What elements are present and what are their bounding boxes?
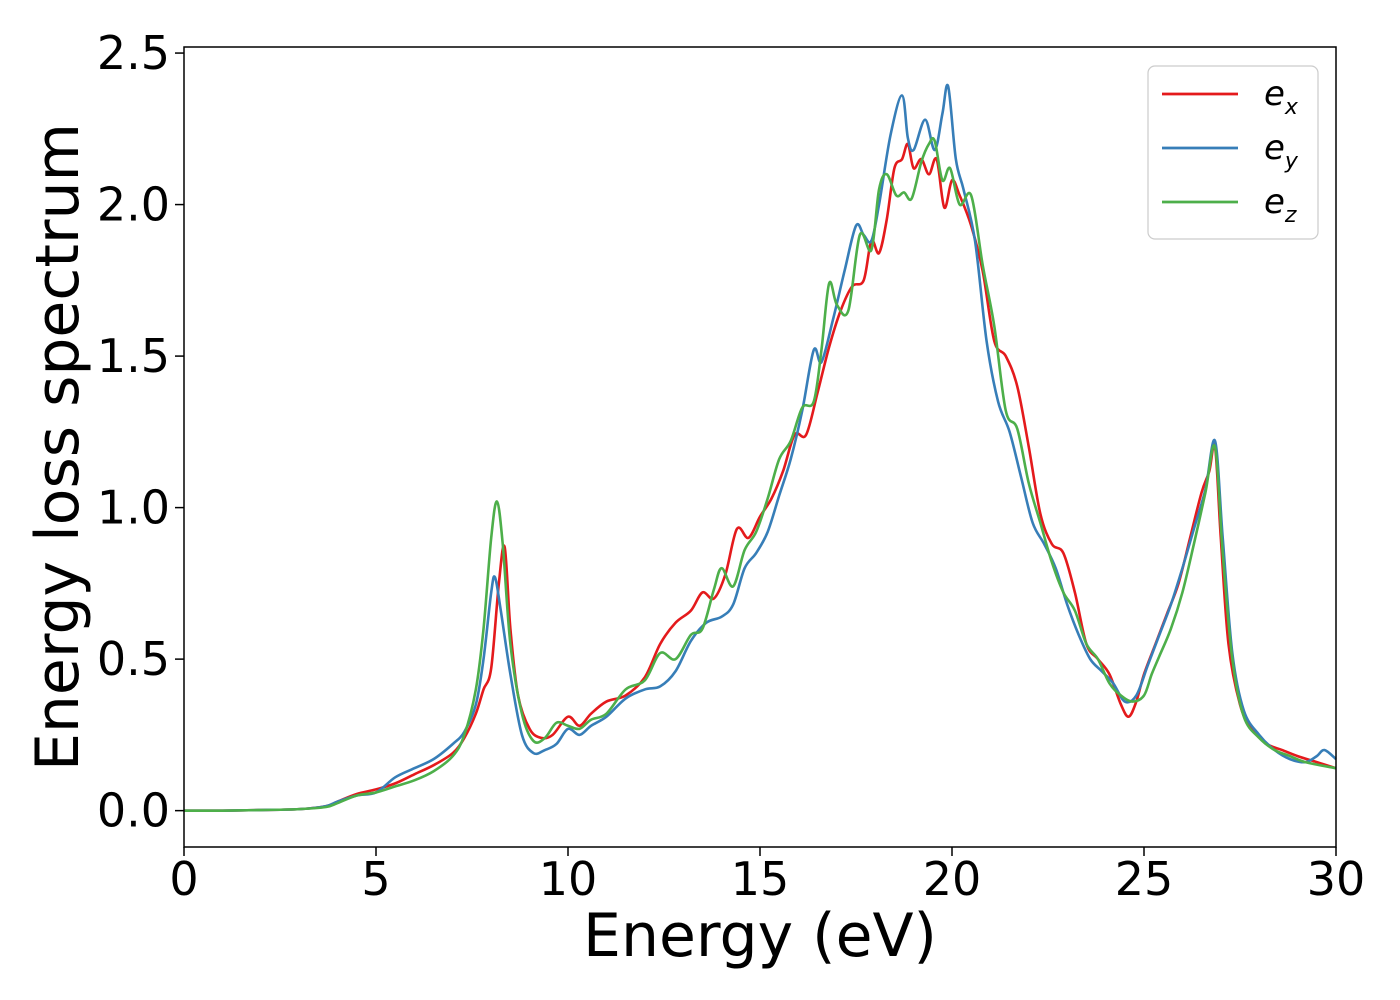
legend-label-y: ey bbox=[1264, 128, 1299, 174]
x-tick-label: 5 bbox=[361, 852, 390, 906]
legend-box bbox=[1147, 65, 1319, 240]
y-tick-label: 0.0 bbox=[97, 784, 170, 838]
x-tick-label: 25 bbox=[1115, 852, 1174, 906]
x-tick-label: 10 bbox=[539, 852, 598, 906]
x-tick-label: 20 bbox=[923, 852, 982, 906]
series-layer bbox=[183, 83, 1337, 812]
legend: ex ey ez bbox=[1147, 65, 1319, 240]
y-tick-label: 2.5 bbox=[97, 26, 170, 80]
y-axis: 0.0 0.5 1.0 1.5 2.0 2.5 bbox=[97, 26, 184, 838]
series-line-y bbox=[183, 83, 1337, 812]
y-tick-label: 2.0 bbox=[97, 178, 170, 232]
x-axis: 0 5 10 15 20 25 30 bbox=[169, 847, 1365, 906]
y-tick-label: 1.5 bbox=[97, 329, 170, 383]
y-tick-label: 0.5 bbox=[97, 632, 170, 686]
plot-background bbox=[184, 47, 1336, 847]
x-tick-label: 0 bbox=[169, 852, 198, 906]
x-tick-label: 15 bbox=[731, 852, 790, 906]
y-tick-label: 1.0 bbox=[97, 481, 170, 535]
y-axis-title: Energy loss spectrum bbox=[23, 123, 93, 771]
series-line-z bbox=[183, 137, 1337, 812]
x-axis-title: Energy (eV) bbox=[583, 901, 937, 971]
legend-label-z: ez bbox=[1264, 182, 1297, 228]
x-tick-label: 30 bbox=[1307, 852, 1366, 906]
legend-label-x: ex bbox=[1264, 74, 1299, 120]
